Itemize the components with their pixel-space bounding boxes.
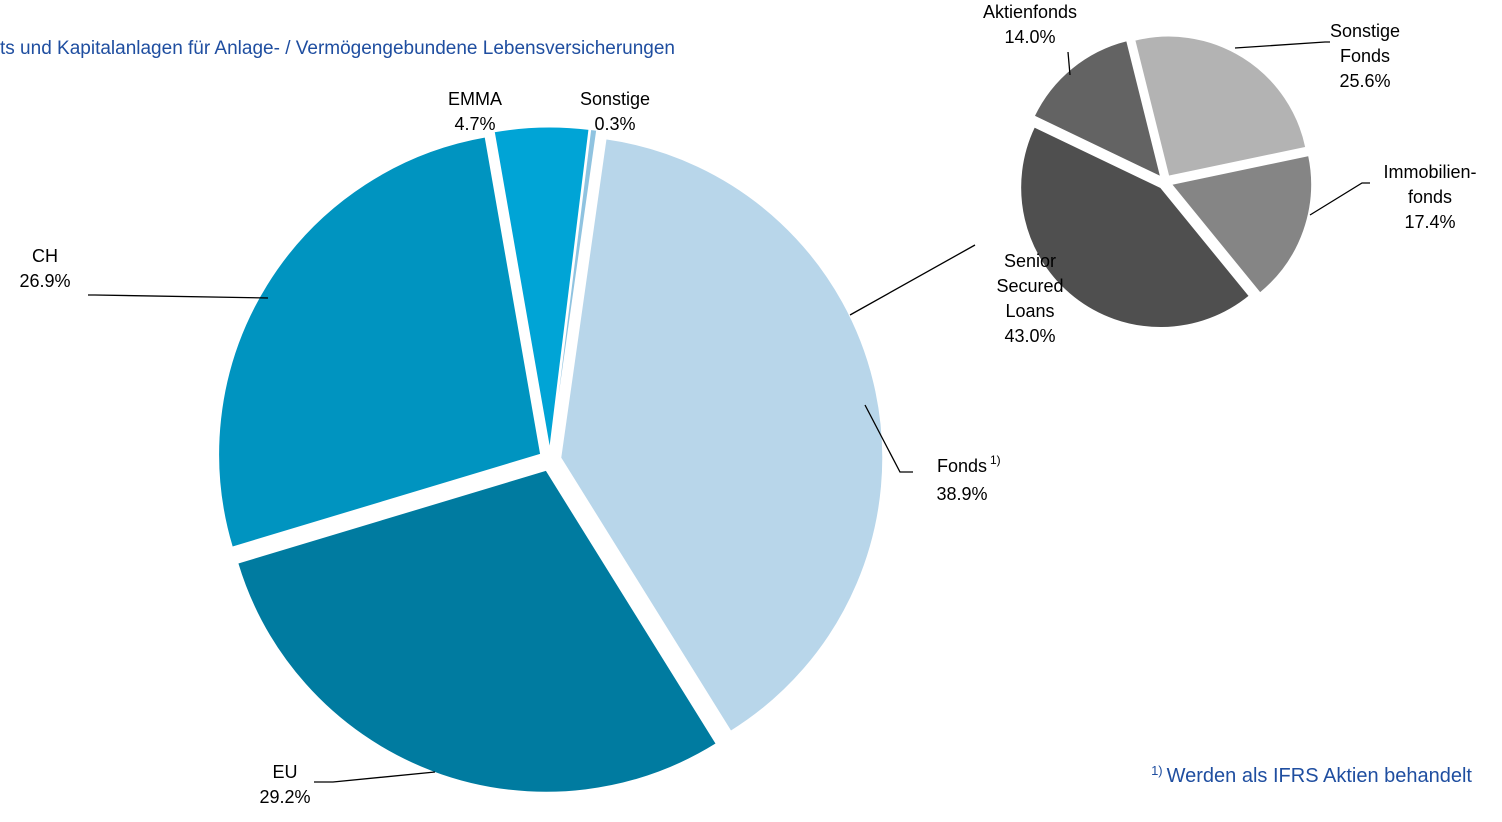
pie-slice [550,128,598,450]
slice-label: CH [32,246,58,266]
pie-slice [218,136,542,548]
slice-label: EMMA [448,89,502,109]
connector [849,244,976,316]
pie-slice [1033,40,1162,178]
slice-label: Immobilien-fonds [1383,162,1476,207]
value-label: 38.9% [936,484,987,504]
value-label: 4.7% [454,114,495,134]
value-label: 17.4% [1404,212,1455,232]
leader-line [314,771,436,783]
slice-label: Aktienfonds [983,2,1077,22]
chart-title: ts und Kapitalanlagen für Anlage- / Verm… [0,38,675,59]
slice-label: Sonstige [580,89,650,109]
leader-line [88,294,269,299]
pie-slice [237,469,717,793]
slice-label: EU [272,762,297,782]
pie-slice [1170,155,1313,294]
value-label: 29.2% [259,787,310,807]
value-label: 14.0% [1004,27,1055,47]
pie-slice [1134,35,1307,177]
slice-label: Senior Secured Loans [996,251,1063,321]
value-label: 26.9% [19,271,70,291]
footnote: 1) Werden als IFRS Aktien behandelt [1151,763,1472,787]
pie-slice [493,126,590,450]
slice-label: Fonds [937,456,987,476]
leader-line [1234,41,1330,49]
value-label: 25.6% [1339,71,1390,91]
leader-line [864,404,913,473]
slice-label: Sonstige Fonds [1330,21,1400,66]
value-label: 0.3% [594,114,635,134]
pie-slice [560,138,884,732]
pie-slice [1020,126,1250,329]
leader-line [1067,51,1071,76]
value-label: 43.0% [1004,326,1055,346]
footnote-marker: 1) [990,453,1001,467]
leader-line [1309,182,1370,216]
